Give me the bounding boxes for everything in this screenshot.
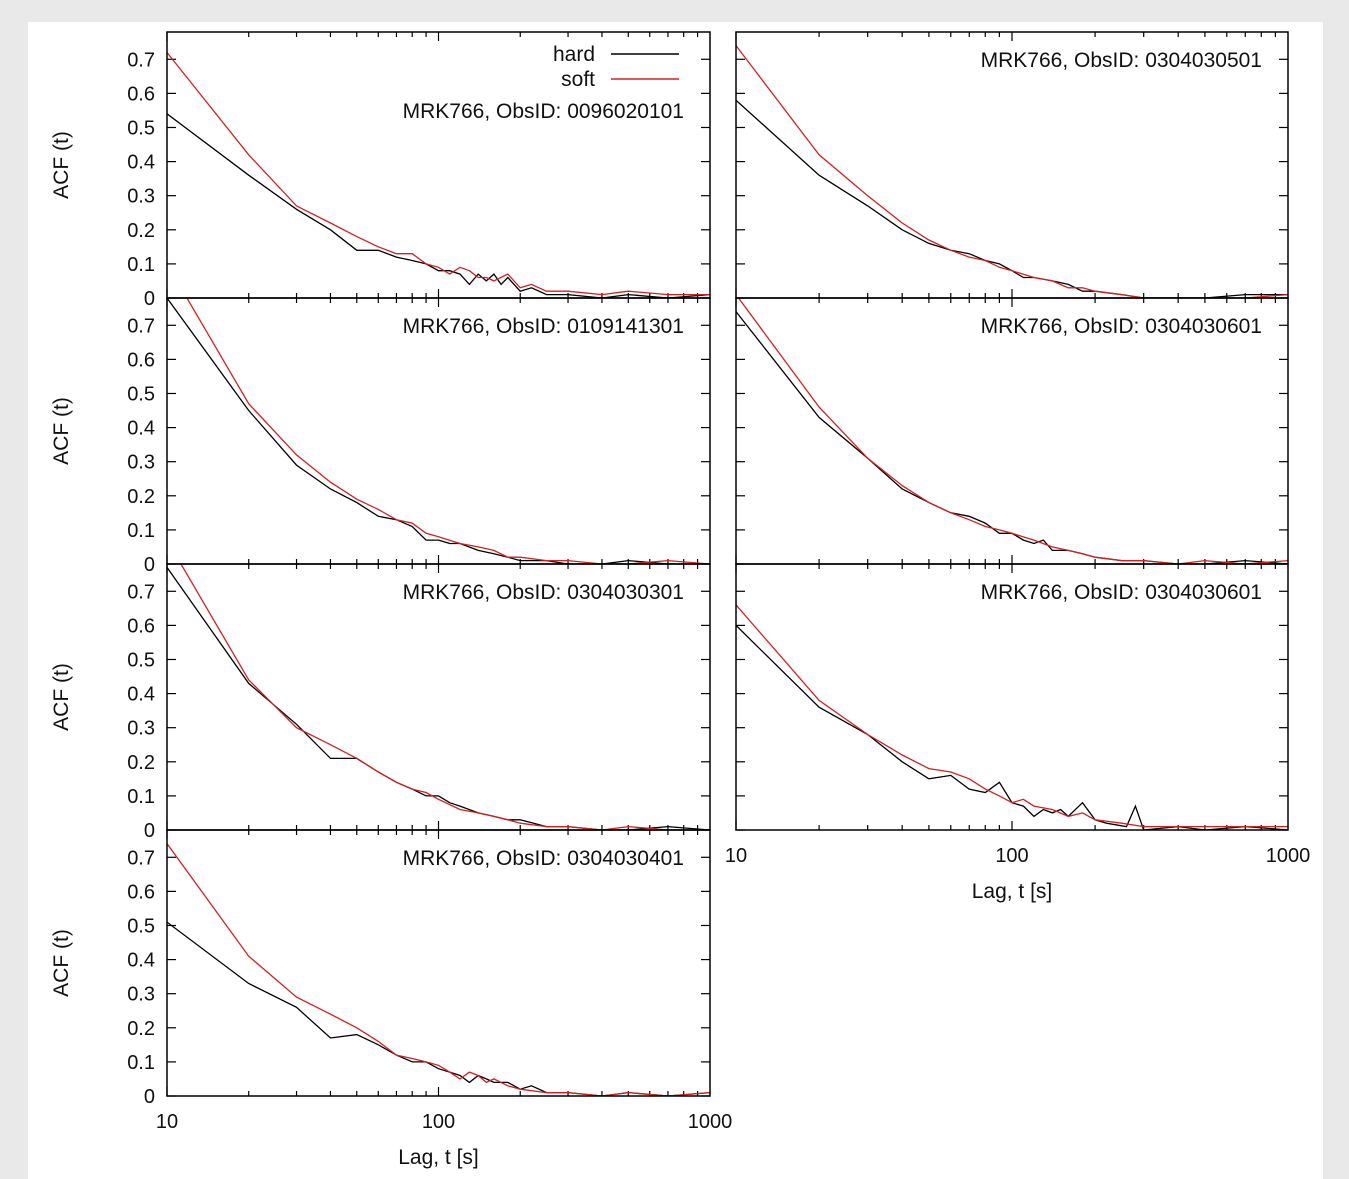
panel-frame (166, 829, 711, 1097)
series-line-hard (736, 624, 1288, 830)
y-tick-label: 0.7 (127, 49, 155, 71)
y-tick-label: 0.1 (127, 254, 155, 276)
panel-title: MRK766, ObsID: 0109141301 (403, 315, 684, 338)
y-tick-label: 0.6 (127, 881, 155, 903)
panel-title: MRK766, ObsID: 0304030601 (981, 581, 1262, 604)
y-tick-label: 0.4 (127, 950, 155, 972)
y-tick-label: 0 (144, 1086, 155, 1108)
y-tick-label: 0.6 (127, 615, 155, 637)
series-line-soft (736, 604, 1288, 828)
x-tick-label: 1000 (688, 1111, 733, 1133)
panel-title: MRK766, ObsID: 0096020101 (403, 100, 684, 123)
panel-title: MRK766, ObsID: 0304030601 (981, 315, 1262, 338)
y-axis-title: ACF (t) (50, 397, 73, 465)
legend-label-soft: soft (561, 68, 595, 91)
panel-title: MRK766, ObsID: 0304030401 (403, 847, 684, 870)
y-tick-label: 0.7 (127, 847, 155, 869)
x-tick-label: 10 (725, 845, 747, 867)
series-line-soft (186, 298, 710, 564)
series-line-hard (167, 113, 710, 298)
series-line-hard (167, 298, 710, 564)
y-tick-label: 0.6 (127, 83, 155, 105)
series-line-hard (167, 921, 710, 1096)
y-axis-title: ACF (t) (50, 131, 73, 199)
series-line-hard (736, 99, 1288, 298)
y-tick-label: 0 (144, 288, 155, 310)
acf-multi-panel-plot: 0 0.1 0.2 0.3 0.4 0.5 0.6 0.7 ACF (t) MRK766, Obs… (50, 31, 1311, 1169)
y-tick-label: 0.3 (127, 452, 155, 474)
y-tick-label: 0.4 (127, 418, 155, 440)
y-tick-label: 0 (144, 554, 155, 576)
y-tick-label: 0.1 (127, 520, 155, 542)
y-tick-label: 0.5 (127, 915, 155, 937)
x-tick-label: 1000 (1266, 845, 1311, 867)
y-tick-label: 0 (144, 820, 155, 842)
series-line-hard (736, 311, 1288, 564)
y-tick-label: 0.5 (127, 117, 155, 139)
x-tick-label: 10 (156, 1111, 178, 1133)
y-tick-label: 0.5 (127, 649, 155, 671)
y-tick-label: 0.3 (127, 718, 155, 740)
figure-canvas: 0 0.1 0.2 0.3 0.4 0.5 0.6 0.7 ACF (t) MRK766, Obs… (28, 22, 1323, 1179)
y-tick-label: 0.7 (127, 315, 155, 337)
x-axis-title: Lag, t [s] (398, 1146, 479, 1169)
y-tick-label: 0.4 (127, 684, 155, 706)
y-tick-label: 0.1 (127, 1052, 155, 1074)
series-line-soft (180, 564, 710, 830)
x-axis-title: Lag, t [s] (972, 880, 1053, 903)
y-axis-title: ACF (t) (50, 663, 73, 731)
y-tick-label: 0.6 (127, 349, 155, 371)
panel-title: MRK766, ObsID: 0304030501 (981, 49, 1262, 72)
y-tick-label: 0.2 (127, 1018, 155, 1040)
series-line-soft (737, 298, 1288, 564)
legend-label-hard: hard (553, 43, 595, 66)
panel-frame (166, 31, 711, 299)
y-tick-label: 0.5 (127, 383, 155, 405)
y-tick-label: 0.2 (127, 752, 155, 774)
x-tick-label: 100 (995, 845, 1028, 867)
y-tick-label: 0.1 (127, 786, 155, 808)
series-line-soft (167, 843, 710, 1096)
x-tick-label: 100 (422, 1111, 455, 1133)
y-tick-label: 0.7 (127, 581, 155, 603)
y-tick-label: 0.2 (127, 486, 155, 508)
series-line-soft (736, 45, 1288, 298)
y-tick-label: 0.3 (127, 186, 155, 208)
y-tick-label: 0.4 (127, 152, 155, 174)
series-line-hard (167, 567, 710, 830)
y-tick-label: 0.3 (127, 984, 155, 1006)
panel-title: MRK766, ObsID: 0304030301 (403, 581, 684, 604)
panel-frame (735, 563, 1289, 831)
series-line-soft (167, 52, 710, 296)
y-axis-title: ACF (t) (50, 929, 73, 997)
y-tick-label: 0.2 (127, 220, 155, 242)
